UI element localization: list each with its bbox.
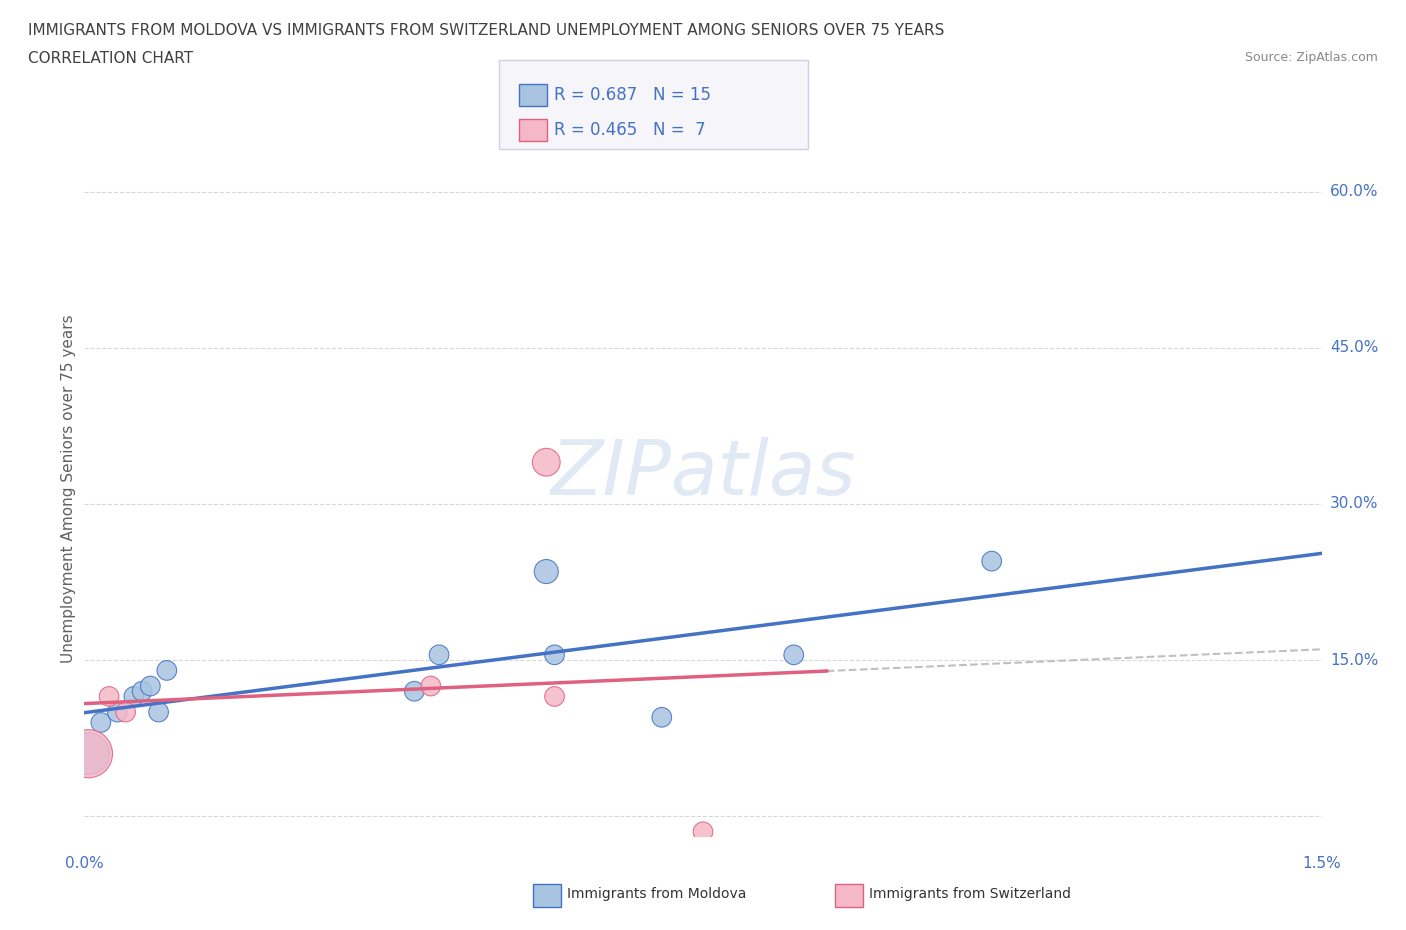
Point <box>77 746 100 761</box>
Point <box>980 553 1002 568</box>
Text: Immigrants from Switzerland: Immigrants from Switzerland <box>869 886 1071 901</box>
Point <box>404 684 426 698</box>
Text: R = 0.687   N = 15: R = 0.687 N = 15 <box>554 86 711 104</box>
Point <box>536 455 558 470</box>
Text: 1.5%: 1.5% <box>1302 857 1341 871</box>
Point <box>419 679 441 694</box>
Point <box>90 715 112 730</box>
Text: 30.0%: 30.0% <box>1330 497 1378 512</box>
Text: CORRELATION CHART: CORRELATION CHART <box>28 51 193 66</box>
Text: 60.0%: 60.0% <box>1330 184 1378 199</box>
Text: IMMIGRANTS FROM MOLDOVA VS IMMIGRANTS FROM SWITZERLAND UNEMPLOYMENT AMONG SENIOR: IMMIGRANTS FROM MOLDOVA VS IMMIGRANTS FR… <box>28 23 945 38</box>
Point <box>114 705 136 720</box>
Point <box>692 824 714 839</box>
Point <box>651 710 673 724</box>
Point <box>783 647 806 662</box>
Point <box>543 689 565 704</box>
Point <box>131 684 153 698</box>
Y-axis label: Unemployment Among Seniors over 75 years: Unemployment Among Seniors over 75 years <box>60 314 76 662</box>
Point <box>77 746 100 761</box>
Text: 15.0%: 15.0% <box>1330 653 1378 668</box>
Point <box>139 679 162 694</box>
Point <box>122 689 145 704</box>
Text: 45.0%: 45.0% <box>1330 340 1378 355</box>
Point <box>536 565 558 579</box>
Point <box>156 663 179 678</box>
Text: Immigrants from Moldova: Immigrants from Moldova <box>567 886 747 901</box>
Text: R = 0.465   N =  7: R = 0.465 N = 7 <box>554 121 706 139</box>
Text: Source: ZipAtlas.com: Source: ZipAtlas.com <box>1244 51 1378 64</box>
Point <box>105 705 128 720</box>
Text: 0.0%: 0.0% <box>65 857 104 871</box>
Point <box>427 647 450 662</box>
Point <box>148 705 170 720</box>
Text: ZIPatlas: ZIPatlas <box>550 437 856 512</box>
Point <box>98 689 121 704</box>
Point <box>543 647 565 662</box>
